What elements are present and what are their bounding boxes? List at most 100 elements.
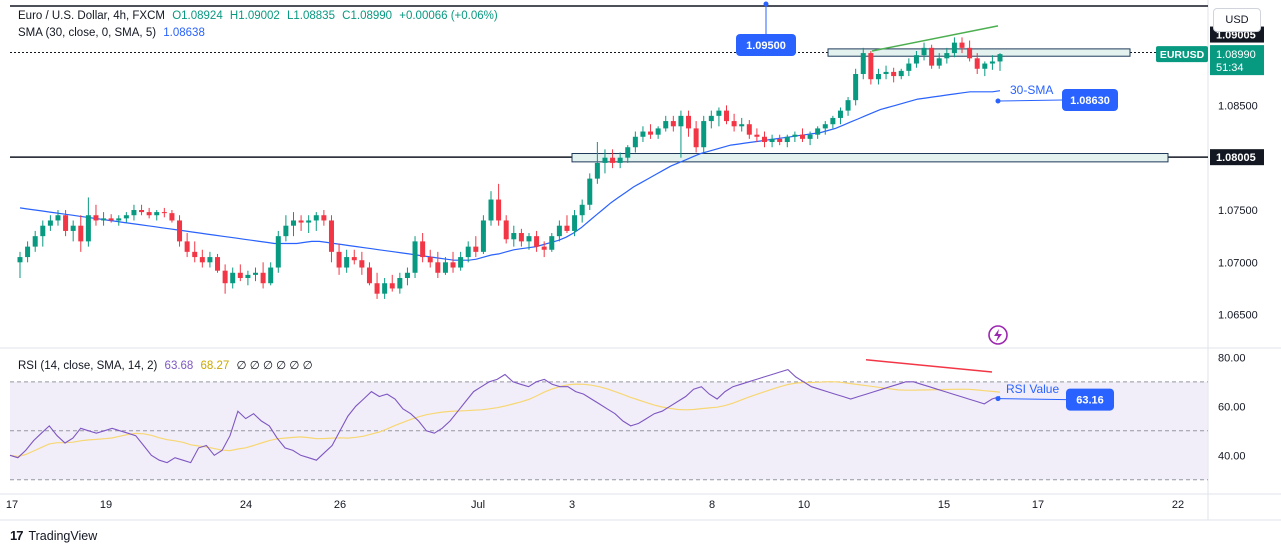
sma-annotation-label: 30-SMA bbox=[1010, 83, 1053, 97]
candle-body bbox=[366, 267, 372, 284]
time-tick-label: 22 bbox=[1172, 499, 1184, 511]
candle-body bbox=[549, 236, 555, 250]
candle-body bbox=[93, 215, 99, 221]
support-tag-bg bbox=[1210, 149, 1264, 166]
candle-body bbox=[420, 241, 426, 258]
time-tick-label: 8 bbox=[709, 499, 715, 511]
level-high-tag-text: 1.09005 bbox=[1216, 30, 1256, 42]
callout-1-dot bbox=[763, 1, 769, 7]
candle-body bbox=[518, 233, 524, 242]
candle-body bbox=[108, 218, 114, 221]
candle-body bbox=[116, 218, 122, 221]
candle-body bbox=[298, 220, 304, 223]
candle-body bbox=[716, 110, 722, 116]
rsi-callout-text: 63.16 bbox=[1076, 395, 1104, 407]
tradingview-logo-text: TradingView bbox=[28, 528, 98, 543]
lightning-icon bbox=[988, 325, 1008, 345]
candle-body bbox=[587, 178, 593, 205]
candle-body bbox=[306, 220, 312, 223]
candle-body bbox=[686, 115, 692, 129]
time-tick-label: 10 bbox=[798, 499, 810, 511]
symbol-title: Euro / U.S. Dollar, 4h, FXCM bbox=[18, 10, 165, 22]
candle-body bbox=[328, 220, 334, 252]
candle-body bbox=[868, 53, 874, 80]
candle-body bbox=[260, 272, 266, 284]
candle-body bbox=[488, 199, 494, 221]
candle-body bbox=[610, 157, 616, 163]
candle-body bbox=[78, 225, 84, 242]
chart-legend-price: Euro / U.S. Dollar, 4h, FXCM O1.08924 H1… bbox=[18, 10, 502, 22]
candle-body bbox=[837, 110, 843, 118]
candle-body bbox=[25, 246, 31, 258]
symbol-tag-bg bbox=[1156, 46, 1208, 63]
candle-body bbox=[625, 147, 631, 158]
time-tick-label: 19 bbox=[100, 499, 112, 511]
candle-body bbox=[199, 257, 205, 263]
candle-body bbox=[450, 262, 456, 268]
high-value: H1.09002 bbox=[229, 10, 280, 22]
price-tick-label: 1.06500 bbox=[1218, 310, 1258, 322]
currency-button[interactable]: USD bbox=[1213, 8, 1261, 32]
candle-body bbox=[40, 225, 46, 237]
candle-body bbox=[473, 246, 479, 252]
candle-body bbox=[602, 157, 608, 163]
candle-body bbox=[85, 215, 91, 242]
callout-1-text: 1.09500 bbox=[746, 40, 786, 52]
candle-body bbox=[230, 272, 236, 284]
callout-2-dot bbox=[995, 98, 1001, 104]
candle-body bbox=[389, 283, 395, 289]
candle-body bbox=[55, 215, 61, 221]
candles-group bbox=[17, 37, 1003, 299]
callout-2-bg bbox=[1062, 89, 1118, 111]
candle-body bbox=[822, 124, 828, 129]
candle-body bbox=[511, 233, 517, 240]
rsi-callout-dot bbox=[995, 396, 1001, 402]
last-price-tag-bg bbox=[1210, 45, 1264, 76]
candle-body bbox=[891, 71, 897, 77]
candle-body bbox=[815, 128, 821, 135]
candle-body bbox=[830, 117, 836, 125]
callout-2-pointer bbox=[997, 99, 1063, 102]
candle-body bbox=[648, 131, 654, 135]
candle-body bbox=[875, 74, 881, 80]
close-value: C1.08990 bbox=[342, 10, 393, 22]
candle-body bbox=[784, 136, 790, 142]
candle-body bbox=[754, 134, 760, 137]
candle-body bbox=[101, 218, 107, 221]
candle-body bbox=[594, 162, 600, 179]
time-tick-label: Jul bbox=[471, 499, 485, 511]
resistance-zone bbox=[827, 48, 1131, 57]
candle-body bbox=[496, 199, 502, 221]
candle-body bbox=[693, 128, 699, 148]
candle-body bbox=[465, 246, 471, 258]
candle-body bbox=[374, 283, 380, 294]
symbol-tag: EURUSD bbox=[1156, 46, 1208, 63]
candle-body bbox=[382, 283, 388, 294]
rsi-label: RSI (14, close, SMA, 14, 2) bbox=[18, 360, 158, 372]
candle-body bbox=[336, 251, 342, 268]
candle-body bbox=[951, 42, 957, 54]
candle-body bbox=[237, 272, 243, 278]
chart-legend-rsi: RSI (14, close, SMA, 14, 2) 63.68 68.27 … bbox=[18, 358, 317, 372]
candle-body bbox=[860, 53, 866, 74]
candle-body bbox=[921, 47, 927, 56]
chart-legend-sma: SMA (30, close, 0, SMA, 5) 1.08638 bbox=[18, 27, 209, 39]
candle-body bbox=[351, 257, 357, 261]
candle-body bbox=[275, 236, 281, 268]
last-price-value: 1.08990 bbox=[1216, 49, 1256, 61]
candle-body bbox=[967, 47, 973, 59]
candle-body bbox=[503, 220, 509, 240]
price-tick-label: 1.08500 bbox=[1218, 100, 1258, 112]
callout-1: 1.09500 bbox=[736, 34, 796, 56]
rsi-annotation-label: RSI Value bbox=[1006, 382, 1059, 396]
rsi-sma-value: 68.27 bbox=[200, 360, 230, 372]
candle-body bbox=[632, 136, 638, 148]
candle-body bbox=[123, 215, 129, 219]
candle-body bbox=[959, 42, 965, 48]
candle-body bbox=[154, 212, 160, 216]
candle-body bbox=[313, 215, 319, 221]
support-zone bbox=[571, 153, 1169, 163]
callout-2: 1.08630 bbox=[1062, 89, 1118, 111]
candle-body bbox=[701, 121, 707, 148]
